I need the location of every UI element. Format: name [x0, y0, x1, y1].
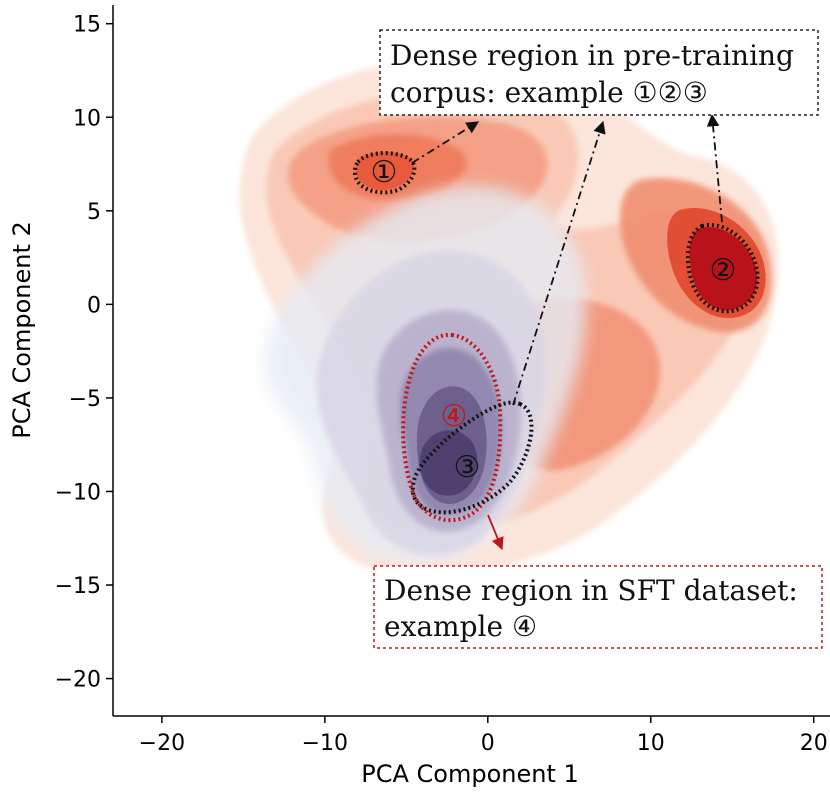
- y-tick-label: −20: [55, 668, 101, 693]
- arrow-to-region-4: [487, 514, 504, 551]
- red-density-level-5: [355, 151, 415, 190]
- annotation-pretraining-line-1: Dense region in pre-training: [390, 39, 794, 72]
- x-tick-label: 20: [800, 731, 828, 756]
- red-density-level-8: [689, 227, 758, 311]
- region-outline-3: [410, 400, 534, 515]
- region-outlines: [352, 151, 760, 523]
- region-markers: ① ② ③ ④: [371, 155, 737, 485]
- annotation-pretraining: Dense region in pre-training corpus: exa…: [379, 29, 819, 116]
- x-tick-label: −10: [302, 731, 348, 756]
- axes: −20 −10 0 10 20 15 10 5 0 −5 −10 −15 −20 PCA Compon…: [8, 5, 830, 788]
- region-marker-4: ④: [441, 399, 468, 434]
- annotation-sft-box: [373, 565, 823, 649]
- region-marker-3: ③: [454, 450, 481, 485]
- y-ticks: 15 10 5 0 −5 −10 −15 −20: [55, 13, 113, 693]
- y-tick-label: 15: [73, 13, 101, 38]
- region-marker-1: ①: [371, 155, 398, 190]
- y-axis-title: PCA Component 2: [8, 221, 36, 439]
- annotation-sft-line-2: example ④: [384, 610, 537, 643]
- x-tick-label: 0: [481, 731, 495, 756]
- arrow-to-region-3: [512, 120, 606, 406]
- y-tick-label: −10: [55, 480, 101, 505]
- annotation-pretraining-line-2: corpus: example ①②③: [390, 76, 708, 109]
- purple-density-layer: [264, 186, 587, 564]
- y-tick-label: −15: [55, 574, 101, 599]
- region-outline-2: [685, 223, 760, 314]
- annotation-sft-line-1: Dense region in SFT dataset:: [384, 574, 798, 607]
- annotation-sft: Dense region in SFT dataset: example ④: [373, 565, 823, 649]
- x-axis-title: PCA Component 1: [361, 760, 579, 788]
- region-marker-2: ②: [710, 253, 737, 288]
- x-tick-label: 10: [637, 731, 665, 756]
- y-tick-label: −5: [69, 387, 101, 412]
- x-ticks: −20 −10 0 10 20: [139, 716, 828, 756]
- y-tick-label: 5: [87, 200, 101, 225]
- x-tick-label: −20: [139, 731, 185, 756]
- arrow-to-region-1: [411, 121, 480, 164]
- annotation-arrows: [411, 113, 723, 551]
- y-tick-label: 10: [73, 106, 101, 131]
- y-tick-label: 0: [87, 293, 101, 318]
- annotation-pretraining-box: [379, 29, 819, 116]
- region-outline-1: [352, 151, 417, 195]
- purple-density-level-6: [419, 430, 478, 496]
